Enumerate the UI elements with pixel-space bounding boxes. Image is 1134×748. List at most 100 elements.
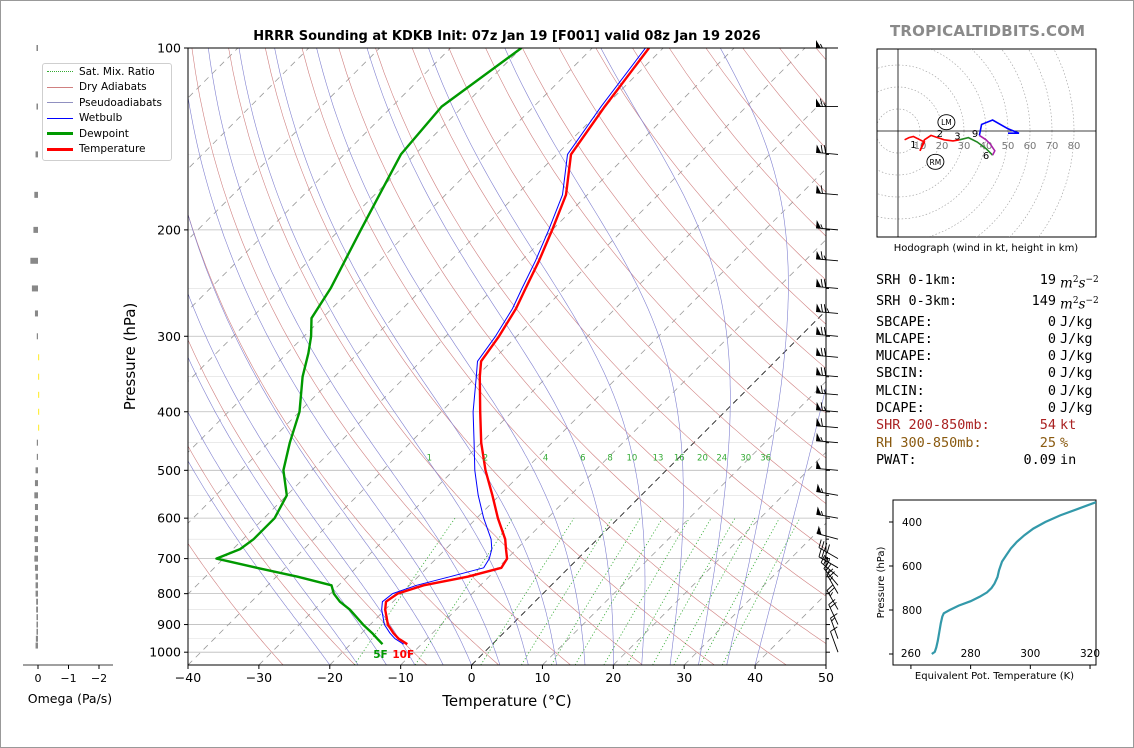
hodograph-segment: [978, 134, 996, 156]
wind-barb-staff: [816, 467, 839, 471]
omega-bar: [36, 439, 38, 446]
y-tick-label: 700: [157, 551, 181, 566]
omega-bar: [38, 391, 40, 398]
index-value: 0.09: [1023, 451, 1056, 468]
wind-barb-half: [823, 255, 827, 260]
index-unit: J/kg: [1060, 382, 1093, 399]
wind-barb: [823, 561, 839, 586]
x-tick-label: 40: [747, 670, 763, 685]
y-tick-label: 200: [157, 222, 181, 237]
index-row: SBCIN: 0 J/kg: [876, 365, 1099, 382]
mixing-ratio-line: [353, 517, 456, 665]
mixing-ratio-label: 30: [740, 454, 751, 464]
theta-x-tick-label: 320: [1080, 648, 1100, 660]
wind-barb-full: [820, 251, 823, 260]
pseudo-adiabat-line: [274, 48, 557, 665]
omega-bar: [35, 573, 38, 580]
wind-barb-half: [820, 436, 823, 442]
omega-bar: [34, 310, 38, 317]
theta-x-tick-label: 300: [1020, 648, 1040, 660]
isotherm-line: [613, 451, 826, 665]
legend-item-sat-mix-ratio: Sat. Mix. Ratio: [43, 64, 171, 80]
omega-bar: [35, 642, 38, 649]
isotherm-line: [188, 48, 664, 524]
wind-barb-staff: [816, 533, 839, 540]
wind-barb-staff: [816, 425, 839, 429]
mixing-ratio-label: 2: [483, 454, 488, 464]
index-label: SHR 200-850mb:: [876, 417, 990, 434]
mixing-ratio-line: [574, 517, 663, 665]
index-row: RH 300-850mb: 25%: [876, 435, 1099, 452]
dry-adiabat-line: [375, 48, 826, 597]
legend-label: Dewpoint: [79, 127, 129, 140]
isotherm-line: [188, 48, 522, 383]
wind-barb-full: [823, 561, 830, 569]
wind-barb-flag: [816, 219, 822, 229]
pseudo-adiabat-line: [188, 356, 387, 665]
omega-bar: [36, 453, 38, 460]
omega-bar: [35, 151, 38, 158]
hodograph-ring-label: 70: [1046, 141, 1059, 152]
pseudo-adiabat-line: [366, 48, 614, 665]
dry-adiabat-line: [265, 48, 715, 665]
wind-barb: [816, 326, 839, 337]
index-value: 25: [1039, 434, 1056, 451]
omega-x-axis-label: Omega (Pa/s): [28, 691, 112, 706]
legend-item-wetbulb: Wetbulb: [43, 111, 171, 127]
theta-e-line: [931, 501, 1096, 655]
index-row: SRH 0-3km: 149 m2s−2: [876, 293, 1099, 314]
index-label: RH 300-850mb:: [876, 434, 982, 451]
index-value: 54: [1039, 417, 1056, 434]
wind-barb-half: [829, 592, 834, 597]
wind-barb-full: [828, 587, 835, 594]
wind-barb-staff: [816, 192, 839, 196]
pseudo-adiabat-line: [504, 48, 684, 665]
index-label: SRH 0-3km:: [876, 292, 958, 309]
omega-bar: [30, 257, 38, 264]
omega-bar: [38, 373, 40, 380]
isotherm-line: [188, 48, 451, 312]
y-tick-label: 800: [157, 586, 181, 601]
theta-y-axis-label: Pressure (hPa): [876, 547, 887, 619]
hodograph-segment: [919, 134, 960, 152]
isotherm-line: [188, 48, 806, 665]
x-tick-label: −30: [246, 670, 272, 685]
wind-barb-half: [823, 389, 827, 394]
wind-barb-flag: [816, 506, 822, 516]
wind-barb: [816, 401, 839, 413]
wind-barb-full: [820, 402, 823, 411]
isotherm-line: [683, 522, 826, 665]
wind-barb: [816, 483, 839, 496]
index-row: MUCAPE: 0 J/kg: [876, 348, 1099, 365]
dry-adiabat-line: [191, 48, 571, 665]
index-label: MLCIN:: [876, 382, 925, 399]
isotherm-line: [188, 48, 593, 453]
wind-barb: [828, 599, 839, 625]
omega-bar: [34, 564, 38, 571]
theta-e-panel: 260 280 300 320 400 600 800 Equivalent Pot. Tem…: [876, 499, 1100, 682]
wind-barb-full: [826, 568, 834, 575]
surface-dewpoint-label: 5F: [373, 649, 387, 661]
hodograph-ring-label: 60: [1024, 141, 1037, 152]
wind-barb-full: [823, 326, 827, 336]
legend-swatch: [47, 86, 73, 88]
hodograph-segment: [959, 136, 994, 156]
omega-bar: [36, 606, 38, 613]
omega-bar: [38, 354, 40, 361]
legend-label: Sat. Mix. Ratio: [79, 65, 155, 78]
mixing-ratio-line: [414, 517, 513, 665]
index-label: SBCAPE:: [876, 313, 933, 330]
index-label: SRH 0-1km:: [876, 272, 958, 288]
theta-y-tick-label: 800: [902, 605, 922, 617]
wind-barb-full: [825, 563, 832, 572]
dry-adiabat-line: [188, 542, 284, 665]
wind-barb-full: [826, 544, 830, 553]
hodograph-marker-lm: [937, 114, 956, 131]
theta-e-inner: [931, 501, 1096, 655]
wind-barb: [816, 417, 839, 429]
legend-item-dry-adiabats: Dry Adiabats: [43, 80, 171, 96]
hodograph-ring-label: 10: [914, 141, 927, 152]
isotherm-line: [542, 380, 826, 665]
omega-x-tick-label: −2: [91, 672, 107, 685]
